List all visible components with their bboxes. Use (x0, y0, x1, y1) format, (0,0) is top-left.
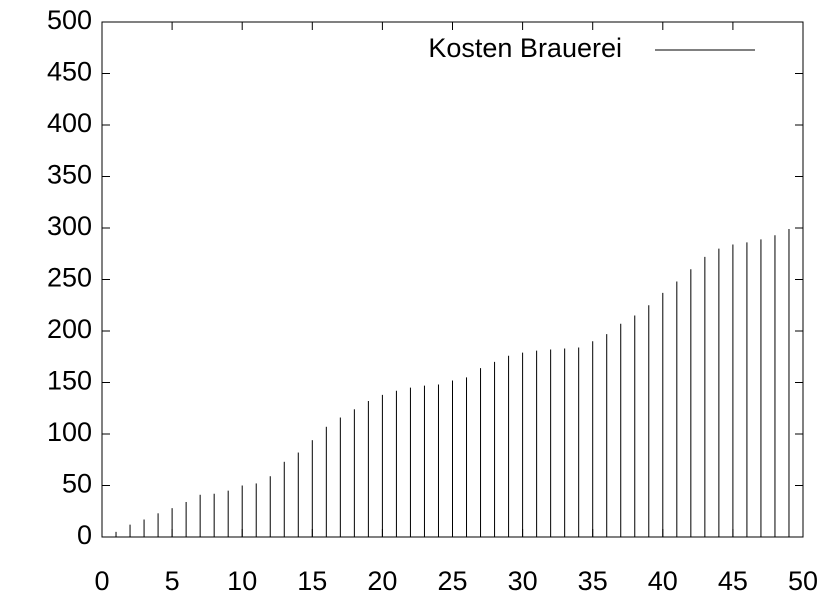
y-tick-label: 100 (47, 417, 92, 447)
y-tick-label: 400 (47, 108, 92, 138)
y-tick-label: 0 (77, 520, 92, 550)
x-tick-label: 35 (578, 566, 608, 596)
x-tick-label: 45 (718, 566, 748, 596)
y-tick-label: 300 (47, 211, 92, 241)
y-tick-label: 150 (47, 366, 92, 396)
y-tick-label: 50 (62, 469, 92, 499)
x-tick-label: 20 (367, 566, 397, 596)
y-tick-label: 500 (47, 5, 92, 35)
y-tick-label: 200 (47, 314, 92, 344)
x-tick-label: 10 (227, 566, 257, 596)
x-tick-label: 5 (165, 566, 180, 596)
y-tick-label: 250 (47, 263, 92, 293)
legend-label: Kosten Brauerei (428, 33, 622, 63)
x-tick-label: 40 (648, 566, 678, 596)
x-tick-label: 15 (297, 566, 327, 596)
y-tick-label: 450 (47, 57, 92, 87)
x-tick-label: 50 (788, 566, 818, 596)
x-tick-label: 0 (94, 566, 109, 596)
x-tick-label: 25 (437, 566, 467, 596)
x-tick-label: 30 (508, 566, 538, 596)
y-tick-label: 350 (47, 160, 92, 190)
